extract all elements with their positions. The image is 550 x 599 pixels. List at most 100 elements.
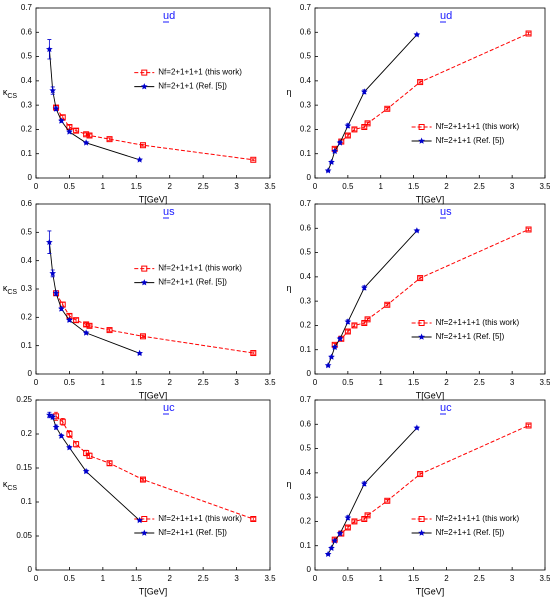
error-bar bbox=[87, 133, 92, 138]
y-tick-label: 0.2 bbox=[300, 125, 312, 134]
marker bbox=[418, 333, 425, 340]
marker bbox=[66, 431, 73, 437]
marker bbox=[52, 105, 60, 112]
y-axis-symbol: η bbox=[286, 87, 291, 97]
x-tick-label: 3.5 bbox=[539, 182, 550, 191]
y-tick-label: 0 bbox=[28, 565, 33, 574]
x-tick-label: 3.5 bbox=[264, 378, 276, 387]
marker bbox=[351, 126, 358, 133]
marker bbox=[364, 316, 371, 323]
x-tick-label: 2.5 bbox=[474, 378, 486, 387]
series-line bbox=[55, 293, 254, 354]
x-tick-label: 3 bbox=[234, 378, 239, 387]
marker bbox=[250, 350, 257, 357]
marker bbox=[59, 418, 66, 425]
annotation: ud bbox=[440, 10, 452, 22]
error-bar bbox=[74, 317, 79, 323]
error-bar bbox=[87, 323, 92, 328]
marker bbox=[384, 497, 391, 504]
legend-label: Nf=2+1+1+1 (this work) bbox=[436, 514, 520, 523]
y-tick-label: 0.1 bbox=[21, 497, 33, 506]
y-tick-label: 0.6 bbox=[21, 27, 33, 36]
plot-frame bbox=[314, 203, 546, 375]
x-tick-label: 1.5 bbox=[131, 378, 143, 387]
x-axis-label: T[GeV] bbox=[416, 194, 445, 204]
x-tick-label: 2 bbox=[444, 574, 449, 583]
x-tick-label: 3.5 bbox=[539, 574, 550, 583]
error-bar bbox=[526, 31, 531, 36]
error-bar bbox=[107, 460, 112, 466]
marker bbox=[336, 335, 344, 342]
y-axis-symbol: η bbox=[286, 479, 291, 489]
panel: 0 0.5 1 1.5 2 2.5 3 3.5 0 0.1 0.2 0.3 0.4 0.5 0.6 T[GeV… bbox=[3, 199, 276, 400]
marker bbox=[82, 139, 90, 146]
marker bbox=[413, 31, 421, 38]
legend-label: Nf=2+1+1+1 (this work) bbox=[436, 318, 520, 327]
x-tick-label: 3.5 bbox=[539, 378, 550, 387]
marker bbox=[106, 136, 113, 143]
marker bbox=[52, 289, 60, 297]
y-tick-label: 0.25 bbox=[16, 395, 32, 404]
marker bbox=[139, 476, 146, 483]
plot-frame bbox=[314, 399, 546, 571]
marker bbox=[66, 444, 73, 451]
x-tick-label: 2.5 bbox=[198, 574, 210, 583]
x-tick-label: 1 bbox=[101, 182, 106, 191]
legend-label: Nf=2+1+1 (Ref. [5]) bbox=[436, 528, 505, 537]
x-tick-label: 0 bbox=[313, 574, 318, 583]
y-tick-label: 0.4 bbox=[300, 468, 312, 477]
y-tick-label: 0 bbox=[28, 173, 33, 182]
annotation: uc bbox=[440, 402, 452, 414]
marker bbox=[82, 467, 90, 475]
legend-label: Nf=2+1+1+1 (this work) bbox=[158, 264, 242, 273]
error-bar bbox=[418, 276, 423, 280]
marker bbox=[86, 132, 93, 139]
marker bbox=[106, 460, 113, 467]
marker bbox=[66, 316, 73, 323]
marker bbox=[344, 514, 352, 521]
marker bbox=[141, 265, 148, 272]
y-tick-label: 0.5 bbox=[300, 444, 312, 453]
y-tick-label: 0 bbox=[28, 369, 33, 378]
y-tick-label: 0.5 bbox=[21, 227, 33, 236]
y-axis-symbol: η bbox=[286, 283, 291, 293]
x-tick-label: 2 bbox=[167, 378, 172, 387]
x-tick-label: 3 bbox=[510, 574, 515, 583]
marker bbox=[331, 147, 338, 155]
x-tick-label: 1 bbox=[378, 574, 383, 583]
panel: 0 0.5 1 1.5 2 2.5 3 3.5 0 0.05 0.1 0.15 0.2 0.25 T[GeV… bbox=[3, 395, 276, 596]
error-bar bbox=[107, 137, 112, 141]
error-bar bbox=[140, 477, 145, 482]
marker bbox=[344, 122, 352, 129]
y-tick-label: 0.1 bbox=[300, 541, 312, 550]
y-axis-subscript: CS bbox=[7, 93, 17, 100]
annotation: uc bbox=[163, 402, 175, 414]
marker bbox=[141, 279, 148, 286]
x-tick-label: 1 bbox=[378, 378, 383, 387]
marker bbox=[49, 269, 56, 277]
marker bbox=[58, 305, 65, 312]
plot-frame bbox=[35, 203, 271, 375]
marker bbox=[52, 423, 60, 430]
y-tick-label: 0.2 bbox=[21, 312, 33, 321]
annotation: us bbox=[440, 206, 452, 218]
x-tick-label: 0 bbox=[34, 574, 39, 583]
x-tick-label: 1.5 bbox=[131, 182, 143, 191]
error-bar bbox=[526, 423, 531, 428]
series-line bbox=[327, 230, 418, 366]
marker bbox=[73, 441, 80, 448]
legend-label: Nf=2+1+1 (Ref. [5]) bbox=[158, 528, 227, 537]
error-bar bbox=[385, 107, 390, 111]
marker bbox=[139, 142, 146, 149]
panel: 0 0.5 1 1.5 2 2.5 3 3.5 0 0.1 0.2 0.3 0.4 0.5 0.6 0.7 T[… bbox=[286, 199, 550, 400]
error-bar bbox=[251, 158, 256, 162]
x-tick-label: 0.5 bbox=[342, 574, 354, 583]
marker bbox=[344, 318, 352, 325]
marker bbox=[417, 471, 424, 478]
series-line bbox=[49, 414, 140, 521]
marker bbox=[136, 516, 143, 524]
x-tick-label: 0.5 bbox=[342, 378, 354, 387]
y-tick-label: 0.1 bbox=[21, 341, 33, 350]
marker bbox=[384, 105, 391, 112]
